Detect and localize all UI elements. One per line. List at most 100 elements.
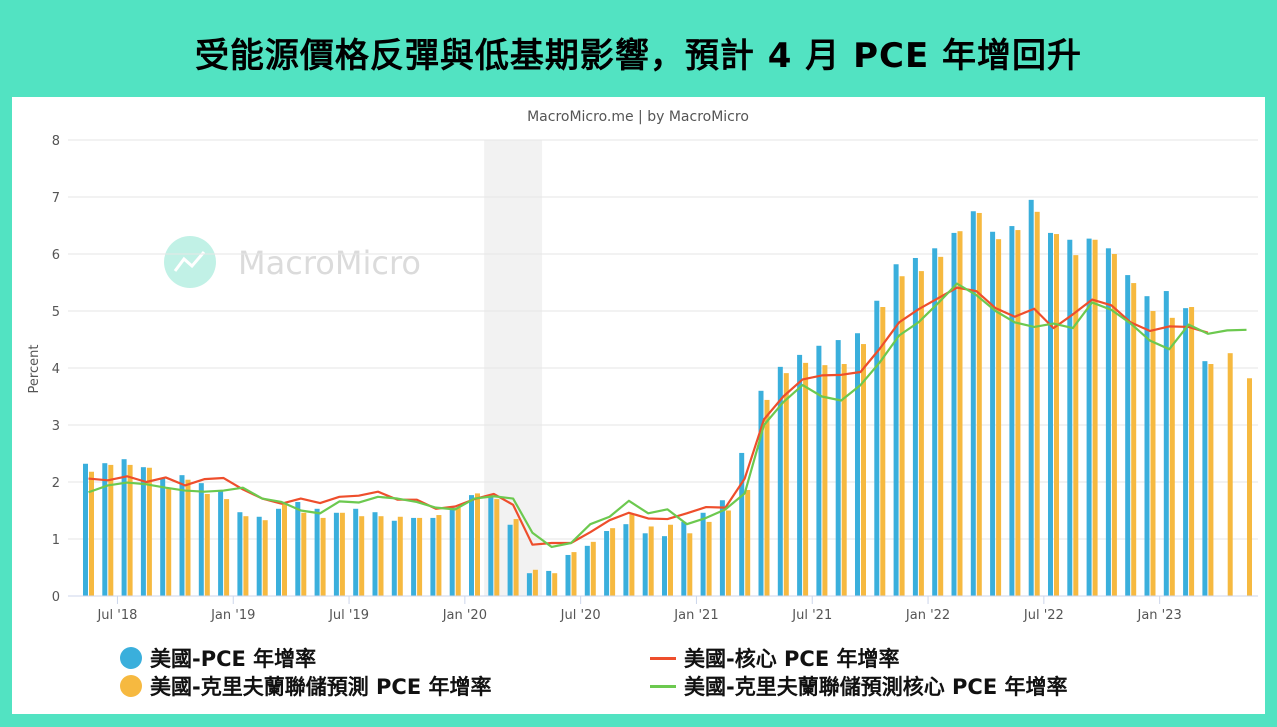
bar (610, 528, 616, 596)
bar (320, 517, 326, 596)
bar (494, 499, 500, 596)
bar (276, 508, 281, 596)
bar (237, 512, 243, 596)
bar (1028, 199, 1034, 596)
y-axis-label: Percent (27, 345, 42, 394)
series-line (88, 286, 1209, 546)
bar (745, 489, 751, 596)
bar (1247, 378, 1252, 596)
bar (185, 479, 191, 596)
legend-item-cleveland-core-pce[interactable]: 美國-克里夫蘭聯儲預測核心 PCE 年增率 (650, 671, 1068, 701)
bar (411, 517, 417, 596)
bar (893, 264, 899, 596)
bar (783, 373, 789, 596)
bar (1144, 296, 1150, 596)
bar (449, 507, 455, 596)
bar (1054, 234, 1059, 597)
watermark-text: MacroMicro (238, 244, 421, 282)
bar (455, 507, 461, 596)
chart-subtitle: MacroMicro.me | by MacroMicro (527, 109, 749, 125)
bar (532, 569, 538, 596)
bar (204, 493, 210, 596)
watermark-logo: MacroMicro (164, 236, 421, 288)
legend-label: 美國-克里夫蘭聯儲預測 PCE 年增率 (150, 675, 492, 699)
y-tick-label: 6 (52, 248, 60, 263)
bar (295, 501, 301, 596)
bar (725, 510, 731, 596)
bar (359, 516, 365, 596)
bar (912, 257, 918, 596)
x-tick-label: Jan '22 (905, 608, 950, 623)
legend-label: 美國-PCE 年增率 (150, 647, 317, 671)
x-tick-label: Jan '20 (442, 608, 487, 623)
bar (488, 496, 494, 596)
x-tick-label: Jul '18 (96, 608, 137, 623)
bar (855, 333, 860, 596)
bar (604, 531, 610, 596)
bar (475, 493, 480, 596)
bar (777, 366, 783, 596)
bar (1125, 275, 1131, 596)
bar (127, 464, 133, 596)
bar (1105, 248, 1111, 597)
bar (1092, 239, 1098, 596)
bar (932, 248, 938, 597)
legend-item-core-pce[interactable]: 美國-核心 PCE 年增率 (650, 643, 900, 673)
bar (1048, 232, 1053, 596)
chart-panel: MacroMicro.me | by MacroMicro MacroMicro… (12, 97, 1265, 714)
bar (507, 524, 513, 596)
bar (301, 512, 307, 596)
bar (1015, 230, 1021, 596)
bar (1169, 317, 1175, 596)
legend-item-pce[interactable]: 美國-PCE 年增率 (120, 643, 316, 673)
blue-circle-icon (120, 647, 142, 669)
red-line-icon (650, 656, 676, 660)
bar (243, 516, 249, 596)
bar (976, 212, 982, 596)
bar (1073, 255, 1079, 596)
bar (108, 464, 114, 596)
bar (436, 515, 442, 596)
bar (397, 516, 403, 596)
bar (1208, 364, 1214, 596)
bar (353, 508, 359, 596)
bar (262, 520, 268, 596)
x-tick-label: Jul '22 (1023, 608, 1064, 623)
bar (83, 463, 88, 596)
bar (899, 276, 905, 596)
bar (166, 487, 172, 596)
bar (121, 459, 127, 596)
bar (668, 524, 673, 596)
bar (739, 452, 745, 596)
x-tick-label: Jan '21 (673, 608, 718, 623)
bar (198, 483, 204, 596)
bar (642, 533, 648, 596)
bar (1131, 283, 1137, 596)
bar (841, 364, 847, 596)
chart: MacroMicro.me | by MacroMicro MacroMicro… (27, 109, 1258, 623)
orange-circle-icon (120, 675, 142, 697)
page-title: 受能源價格反彈與低基期影響，預計 4 月 PCE 年增回升 (194, 36, 1083, 76)
bar (918, 271, 924, 596)
bar (224, 499, 230, 596)
bar (822, 365, 828, 596)
legend-item-cleveland-pce[interactable]: 美國-克里夫蘭聯儲預測 PCE 年增率 (120, 671, 492, 701)
bar (513, 519, 519, 596)
bar (662, 536, 667, 596)
bar (648, 526, 654, 596)
bar (687, 533, 693, 596)
bar (803, 362, 809, 596)
bar (430, 517, 436, 596)
legend-label: 美國-克里夫蘭聯儲預測核心 PCE 年增率 (684, 675, 1068, 699)
bar (1183, 308, 1189, 596)
bar (1227, 353, 1233, 596)
bar (417, 517, 423, 596)
bar (1202, 361, 1208, 596)
bar (623, 524, 629, 596)
bar (571, 552, 577, 596)
bar (546, 570, 552, 596)
bar (179, 475, 185, 596)
y-tick-label: 0 (52, 590, 60, 605)
y-tick-label: 1 (52, 533, 60, 548)
bar (880, 307, 886, 596)
